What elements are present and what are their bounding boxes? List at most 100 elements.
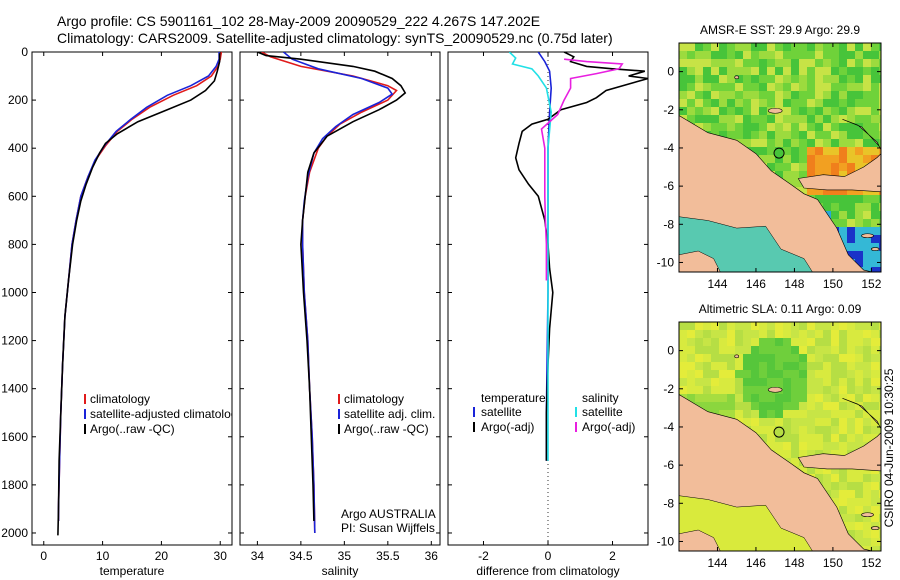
sst_map-cell: [847, 123, 856, 132]
salinity-axes-box: [239, 51, 441, 546]
sst_map-cell: [743, 83, 752, 92]
sst_map-cell: [847, 131, 856, 140]
sla_map-cell: [711, 338, 720, 347]
sla_map-cell: [791, 378, 800, 387]
sst_map-cell: [727, 83, 736, 92]
sst_map-cell: [783, 67, 792, 76]
sla_map-cell: [759, 434, 768, 443]
sla_map-cell: [711, 330, 720, 339]
sla_map-cell: [847, 354, 856, 363]
sst_map-cell: [775, 91, 784, 100]
sla_map-cell: [751, 330, 760, 339]
sla_map-cell: [695, 394, 704, 403]
sla_map-ytick-label: -10: [657, 534, 675, 548]
sst_map-cell: [823, 51, 832, 60]
sla_map-cell: [719, 386, 728, 395]
sst_map-cell: [799, 59, 808, 68]
sla_map-cell: [807, 322, 816, 331]
sla_map-cell: [807, 410, 816, 419]
sla_map-cell: [831, 474, 840, 483]
sst_map-cell: [823, 99, 832, 108]
sla_map-cell: [791, 322, 800, 331]
sst_map-cell: [839, 211, 848, 220]
sla_map-cell: [839, 354, 848, 363]
sst_map-cell: [879, 227, 881, 236]
sst_map-cell: [863, 59, 872, 68]
sla_map-cell: [751, 346, 760, 355]
sst_map-cell: [847, 75, 856, 84]
sst_map-cell: [855, 235, 864, 244]
sla_map-cell: [815, 354, 824, 363]
sla_map-cell: [735, 354, 744, 363]
sla_map-cell: [879, 426, 881, 435]
sla_map-cell: [823, 370, 832, 379]
sla_map-cell: [863, 546, 872, 551]
sst_map-cell: [735, 67, 744, 76]
sla_map-cell: [711, 370, 720, 379]
sst_map-cell: [847, 91, 856, 100]
sst_map-cell: [847, 51, 856, 60]
salinity-xtick-label: 35.5: [376, 549, 400, 563]
sst_map-cell: [831, 75, 840, 84]
salinity-xtick-label: 34: [251, 549, 265, 563]
sst_map-cell: [799, 187, 808, 196]
sst_map-cell: [727, 51, 736, 60]
sla_map-cell: [727, 330, 736, 339]
sla_map-cell: [783, 362, 792, 371]
temperature-legend-label: climatology: [90, 392, 150, 406]
sla_map-cell: [847, 362, 856, 371]
sla_map-cell: [855, 514, 864, 523]
sst_map-cell: [759, 51, 768, 60]
sst_map-cell: [839, 171, 848, 180]
sst_map-cell: [807, 43, 816, 52]
sst_map-panel: 144 146 148 150 152 0 -2 -4 -6 -8 -10 AMSR-E SST: 2…: [657, 23, 882, 291]
sla_map-cell: [823, 426, 832, 435]
sst_map-cell: [879, 243, 881, 252]
sla_map-cell: [807, 442, 816, 451]
sla_map-cell: [815, 322, 824, 331]
sst_map-ytick-label: -6: [663, 179, 674, 193]
sla_map-cell: [855, 330, 864, 339]
temperature-xtick-label: 0: [40, 549, 47, 563]
sla_map-cell: [751, 418, 760, 427]
sst_map-cell: [759, 147, 768, 156]
sst_map-cell: [719, 83, 728, 92]
sst_map-cell: [815, 67, 824, 76]
sst_map-cell: [879, 107, 881, 116]
sla_map-cell: [855, 370, 864, 379]
sla_map-cell: [719, 338, 728, 347]
sla_map-land-cape: [679, 529, 721, 551]
sla_map-cell: [871, 506, 880, 515]
sst_map-cell: [863, 107, 872, 116]
sst_map-cell: [831, 59, 840, 68]
sst_map-cell: [831, 211, 840, 220]
sst_map-cell: [855, 147, 864, 156]
sst_map-cell: [775, 59, 784, 68]
sla_map-cell: [783, 386, 792, 395]
salinity-legend-label: satellite adj. clim.: [344, 407, 435, 421]
sla_map-cell: [759, 370, 768, 379]
sla_map-cell: [831, 338, 840, 347]
sla_map-cell: [879, 474, 881, 483]
sla_map-xtick-label: 150: [823, 556, 843, 570]
sst_map-cell: [687, 51, 696, 60]
sla_map-title: Altimetric SLA: 0.11 Argo: 0.09: [699, 302, 862, 316]
sst_map-cell: [687, 91, 696, 100]
sst_map-cell: [807, 187, 816, 196]
sla_map-cell: [759, 354, 768, 363]
sla_map-cell: [759, 378, 768, 387]
sla_map-cell: [783, 450, 792, 459]
sla_map-cell: [687, 354, 696, 363]
sla_map-cell: [847, 514, 856, 523]
sst_map-cell: [823, 115, 832, 124]
sla_map-cell: [855, 394, 864, 403]
sst_map-cell: [815, 147, 824, 156]
sla_map-cell: [839, 482, 848, 491]
sst_map-cell: [863, 195, 872, 204]
sla_map-cell: [767, 346, 776, 355]
sst_map-cell: [799, 131, 808, 140]
sst_map-cell: [743, 123, 752, 132]
sla_map-cell: [863, 394, 872, 403]
sst_map-cell: [871, 67, 880, 76]
sst_map-cell: [879, 115, 881, 124]
